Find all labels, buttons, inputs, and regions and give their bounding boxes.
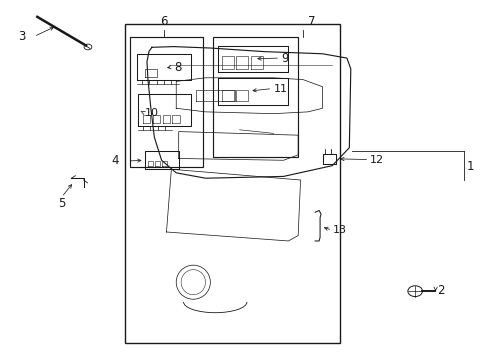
Text: 6: 6 <box>160 15 167 28</box>
Text: 9: 9 <box>281 51 288 64</box>
Text: 10: 10 <box>144 108 158 118</box>
Bar <box>212 37 298 157</box>
Bar <box>130 37 203 167</box>
Text: 12: 12 <box>369 154 384 165</box>
Text: 5: 5 <box>58 197 65 210</box>
Text: 11: 11 <box>273 84 287 94</box>
Text: 8: 8 <box>173 60 181 73</box>
Text: 7: 7 <box>307 15 315 28</box>
Text: 1: 1 <box>466 160 473 173</box>
Text: 4: 4 <box>111 154 119 167</box>
Text: 2: 2 <box>436 284 444 297</box>
Bar <box>125 24 339 343</box>
Text: 13: 13 <box>332 225 346 235</box>
Text: 3: 3 <box>18 30 25 43</box>
